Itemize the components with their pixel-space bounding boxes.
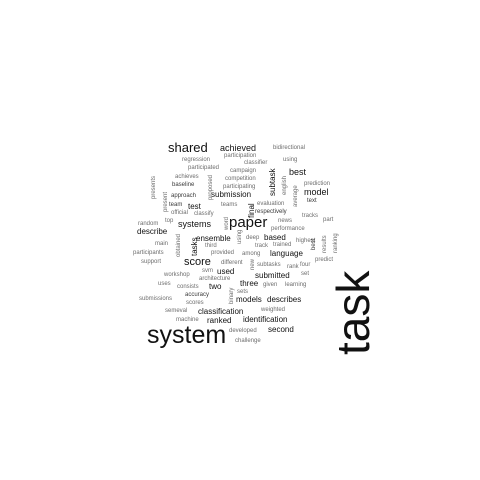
- word-used: used: [217, 267, 235, 276]
- word-developed: developed: [229, 328, 257, 334]
- word-submission: submission: [211, 190, 252, 199]
- word-language: language: [270, 249, 303, 258]
- word-weighted: weighted: [261, 307, 286, 313]
- word-tasks: tasks: [190, 237, 199, 256]
- word-two: two: [209, 282, 222, 291]
- word-scores: scores: [186, 300, 204, 306]
- word-tracks: tracks: [302, 213, 319, 219]
- word-submissions: submissions: [139, 296, 173, 302]
- word-task: task: [327, 270, 379, 355]
- word-results: results: [322, 235, 328, 253]
- word-four: four: [300, 262, 311, 268]
- word-participants: participants: [133, 250, 164, 256]
- word-learning: learning: [285, 282, 307, 288]
- word-part: part: [323, 217, 334, 223]
- word-approach: approach: [171, 193, 197, 199]
- word-participation: participation: [224, 153, 257, 159]
- word-provided: provided: [211, 250, 235, 256]
- word-highest: highest: [296, 238, 316, 244]
- word-respectively: respectively: [255, 209, 287, 215]
- word-system: system: [147, 321, 227, 349]
- word-team: team: [169, 202, 183, 208]
- word-rank: rank: [287, 264, 299, 270]
- word-regression: regression: [182, 157, 211, 163]
- word-svm: svm: [202, 268, 213, 274]
- word-based: based: [264, 233, 286, 242]
- word-semeval: semeval: [165, 308, 188, 314]
- word-obtained: obtained: [176, 233, 182, 257]
- word-text: text: [307, 198, 317, 204]
- word-ensemble: ensemble: [196, 234, 231, 243]
- word-best: best: [289, 167, 307, 177]
- word-support: support: [141, 259, 162, 265]
- word-subtasks: subtasks: [257, 262, 281, 268]
- word-among: among: [242, 251, 261, 257]
- word-identification: identification: [243, 315, 288, 324]
- word-sets: sets: [237, 289, 249, 295]
- word-new: new: [250, 258, 256, 270]
- word-teams: teams: [221, 202, 238, 208]
- word-test: test: [188, 202, 201, 211]
- word-describes: describes: [267, 295, 302, 304]
- word-uses: uses: [158, 281, 171, 287]
- word-average: average: [293, 185, 299, 207]
- word-evaluation: evaluation: [257, 201, 285, 207]
- word-official: official: [171, 210, 188, 216]
- word-top: top: [165, 218, 174, 224]
- word-consists: consists: [177, 284, 199, 290]
- word-second: second: [268, 325, 294, 334]
- word-classifier: classifier: [244, 160, 268, 166]
- word-campaign: campaign: [230, 168, 257, 174]
- word-ranking: ranking: [333, 233, 339, 253]
- word-participated: participated: [188, 165, 220, 171]
- word-bidirectional: bidirectional: [273, 145, 306, 151]
- word-trained: trained: [273, 242, 292, 248]
- word-english: english: [282, 175, 288, 195]
- word-prediction: prediction: [304, 181, 331, 187]
- word-achieved: achieved: [220, 143, 257, 153]
- word-deep: deep: [246, 235, 260, 241]
- word-using: using: [283, 157, 298, 163]
- word-best: best: [311, 238, 317, 250]
- word-ranked: ranked: [207, 316, 232, 325]
- word-track: track: [255, 243, 269, 249]
- word-model: model: [304, 187, 329, 197]
- word-performance: performance: [271, 226, 305, 232]
- word-describe: describe: [137, 227, 168, 236]
- word-achieves: achieves: [175, 174, 199, 180]
- word-competition: competition: [225, 176, 256, 182]
- word-models: models: [236, 295, 262, 304]
- word-machine: machine: [176, 317, 199, 323]
- word-present: present: [163, 191, 169, 212]
- word-accuracy: accuracy: [185, 292, 210, 298]
- word-random: random: [138, 221, 159, 227]
- word-presents: presents: [151, 175, 157, 199]
- word-submitted: submitted: [255, 271, 290, 280]
- word-given: given: [263, 282, 278, 288]
- word-proposed: proposed: [208, 174, 214, 200]
- word-three: three: [240, 279, 259, 288]
- word-using: using: [237, 229, 243, 244]
- word-third: third: [205, 243, 217, 249]
- word-challenge: challenge: [235, 338, 261, 344]
- word-paper: paper: [229, 214, 268, 231]
- word-classification: classification: [198, 307, 244, 316]
- word-score: score: [184, 256, 211, 268]
- word-architecture: architecture: [199, 276, 231, 282]
- word-workshop: workshop: [164, 272, 190, 278]
- word-baseline: baseline: [172, 182, 195, 188]
- word-classify: classify: [194, 211, 214, 217]
- word-word: word: [224, 216, 230, 230]
- word-set: set: [301, 271, 310, 277]
- word-predict: predict: [315, 257, 334, 263]
- word-participating: participating: [223, 184, 256, 190]
- word-subtask: subtask: [268, 168, 277, 196]
- word-binary: binary: [229, 287, 235, 304]
- word-systems: systems: [178, 219, 212, 229]
- word-shared: shared: [168, 140, 208, 155]
- word-news: news: [278, 218, 293, 224]
- word-different: different: [221, 260, 243, 266]
- word-main: main: [155, 241, 169, 247]
